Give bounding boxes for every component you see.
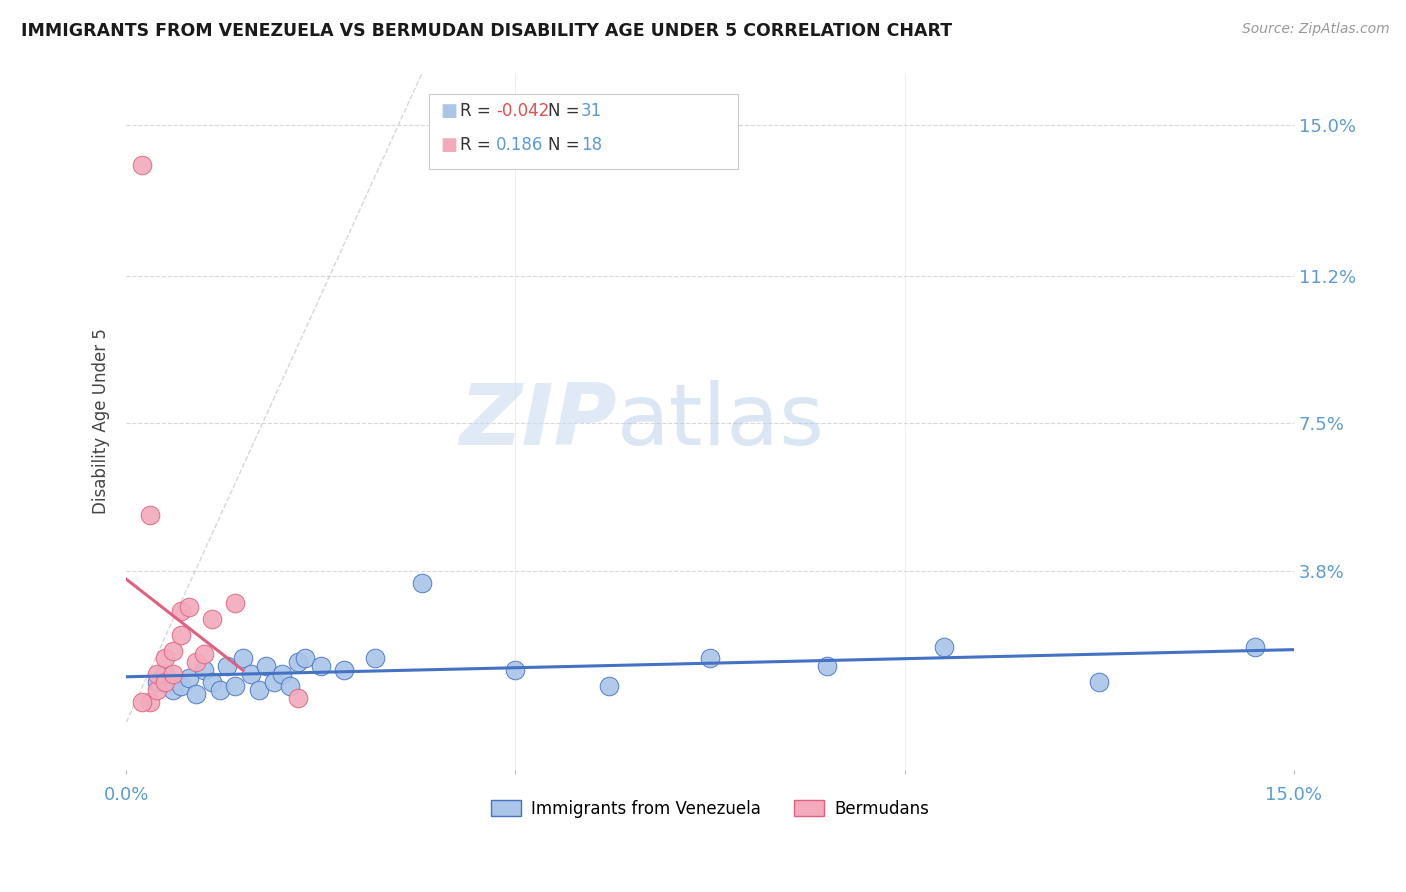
- Point: [278, 679, 301, 693]
- Point: [155, 675, 177, 690]
- Point: [146, 675, 169, 690]
- Point: [201, 675, 224, 690]
- Point: [131, 158, 153, 172]
- Point: [162, 683, 184, 698]
- Point: [193, 664, 215, 678]
- Text: -0.042: -0.042: [496, 103, 550, 120]
- Point: [186, 656, 208, 670]
- Point: [1088, 675, 1111, 690]
- Point: [333, 664, 356, 678]
- Point: [146, 683, 169, 698]
- Text: Source: ZipAtlas.com: Source: ZipAtlas.com: [1241, 22, 1389, 37]
- Point: [239, 667, 262, 681]
- Text: 0.0%: 0.0%: [104, 786, 149, 804]
- Point: [287, 656, 309, 670]
- Point: [155, 667, 177, 681]
- Text: N =: N =: [548, 136, 579, 154]
- Point: [224, 596, 246, 610]
- Text: 18: 18: [581, 136, 602, 154]
- Point: [232, 651, 254, 665]
- Text: N =: N =: [548, 103, 579, 120]
- Text: ■: ■: [440, 136, 457, 154]
- Point: [193, 648, 215, 662]
- Y-axis label: Disability Age Under 5: Disability Age Under 5: [93, 328, 110, 515]
- Point: [131, 695, 153, 709]
- Point: [170, 679, 193, 693]
- Point: [224, 679, 246, 693]
- Text: 15.0%: 15.0%: [1265, 786, 1323, 804]
- Legend: Immigrants from Venezuela, Bermudans: Immigrants from Venezuela, Bermudans: [485, 793, 936, 824]
- Point: [294, 651, 316, 665]
- Point: [411, 575, 433, 590]
- Point: [247, 683, 270, 698]
- Text: atlas: atlas: [617, 380, 825, 463]
- Point: [598, 679, 620, 693]
- Text: 31: 31: [581, 103, 602, 120]
- Point: [162, 667, 184, 681]
- Point: [170, 604, 193, 618]
- Point: [1244, 640, 1267, 654]
- Point: [217, 659, 239, 673]
- Point: [271, 667, 294, 681]
- Text: IMMIGRANTS FROM VENEZUELA VS BERMUDAN DISABILITY AGE UNDER 5 CORRELATION CHART: IMMIGRANTS FROM VENEZUELA VS BERMUDAN DI…: [21, 22, 952, 40]
- Point: [177, 672, 200, 686]
- Point: [138, 695, 160, 709]
- Point: [162, 643, 184, 657]
- Point: [155, 651, 177, 665]
- Point: [309, 659, 332, 673]
- Point: [263, 675, 285, 690]
- Text: R =: R =: [460, 103, 491, 120]
- Point: [201, 612, 224, 626]
- Text: R =: R =: [460, 136, 491, 154]
- Point: [932, 640, 955, 654]
- Point: [364, 651, 387, 665]
- Point: [138, 508, 160, 522]
- Point: [505, 664, 527, 678]
- Point: [208, 683, 231, 698]
- Point: [170, 627, 193, 641]
- Text: ZIP: ZIP: [458, 380, 617, 463]
- Point: [254, 659, 277, 673]
- Point: [186, 687, 208, 701]
- Point: [146, 667, 169, 681]
- Point: [287, 691, 309, 706]
- Point: [699, 651, 721, 665]
- Point: [177, 599, 200, 614]
- Text: ■: ■: [440, 103, 457, 120]
- Text: 0.186: 0.186: [496, 136, 544, 154]
- Point: [815, 659, 838, 673]
